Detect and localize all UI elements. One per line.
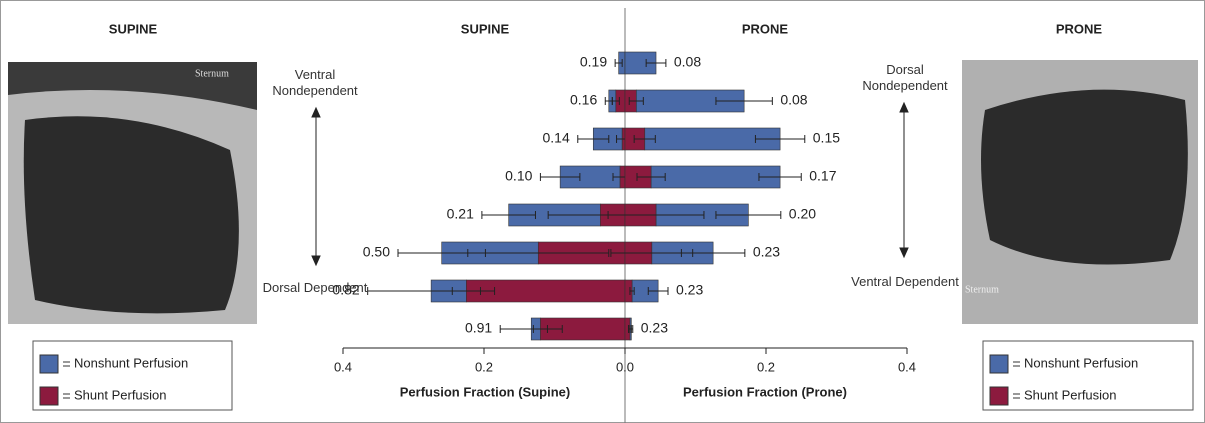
x-tick-label: 0.4 — [898, 359, 916, 374]
panel-title: PRONE — [742, 21, 789, 36]
legend-swatch — [990, 355, 1008, 373]
x-tick-label: 0.4 — [334, 359, 352, 374]
value-label: 0.15 — [813, 130, 840, 146]
legend-swatch — [40, 387, 58, 405]
legend-swatch — [990, 387, 1008, 405]
value-label: 0.17 — [809, 168, 836, 184]
value-label: 0.23 — [641, 320, 668, 336]
image-label: Sternum — [965, 284, 999, 295]
value-label: 0.10 — [505, 168, 532, 184]
value-label: 0.19 — [580, 54, 607, 70]
legend-label: Nonshunt Perfusion — [74, 355, 188, 370]
image-title: SUPINE — [109, 21, 158, 36]
value-label: 0.91 — [465, 320, 492, 336]
x-tick-label: 0.2 — [757, 359, 775, 374]
value-label: 0.23 — [676, 282, 703, 298]
value-label: 0.16 — [570, 92, 597, 108]
panel-title: SUPINE — [461, 21, 510, 36]
annotation: Ventral Nondependent — [260, 67, 370, 99]
annotation: Dorsal Nondependent — [850, 62, 960, 94]
figure: Sternum Sternum SUPINE PRONE SUPINE PRON… — [0, 0, 1205, 423]
legend-label: Shunt Perfusion — [74, 387, 167, 402]
annotation: Dorsal Dependent — [260, 280, 370, 296]
x-axis-label: Perfusion Fraction (Supine) — [400, 384, 570, 399]
value-label: 0.21 — [447, 206, 474, 222]
annotation: Ventral Dependent — [850, 274, 960, 290]
x-axis-label: Perfusion Fraction (Prone) — [683, 384, 847, 399]
ct-image-supine — [8, 62, 257, 324]
value-label: 0.08 — [780, 92, 807, 108]
image-title: PRONE — [1056, 21, 1103, 36]
value-label: 0.20 — [789, 206, 816, 222]
value-label: 0.08 — [674, 54, 701, 70]
x-tick-label: 0.0 — [616, 359, 634, 374]
legend-swatch — [40, 355, 58, 373]
value-label: 0.14 — [543, 130, 570, 146]
image-label: Sternum — [195, 68, 229, 79]
x-tick-label: 0.2 — [475, 359, 493, 374]
value-label: 0.50 — [363, 244, 390, 260]
value-label: 0.23 — [753, 244, 780, 260]
legend-label: Nonshunt Perfusion — [1024, 355, 1138, 370]
chart: Sternum Sternum SUPINE PRONE SUPINE PRON… — [0, 0, 1205, 423]
legend-label: Shunt Perfusion — [1024, 387, 1117, 402]
